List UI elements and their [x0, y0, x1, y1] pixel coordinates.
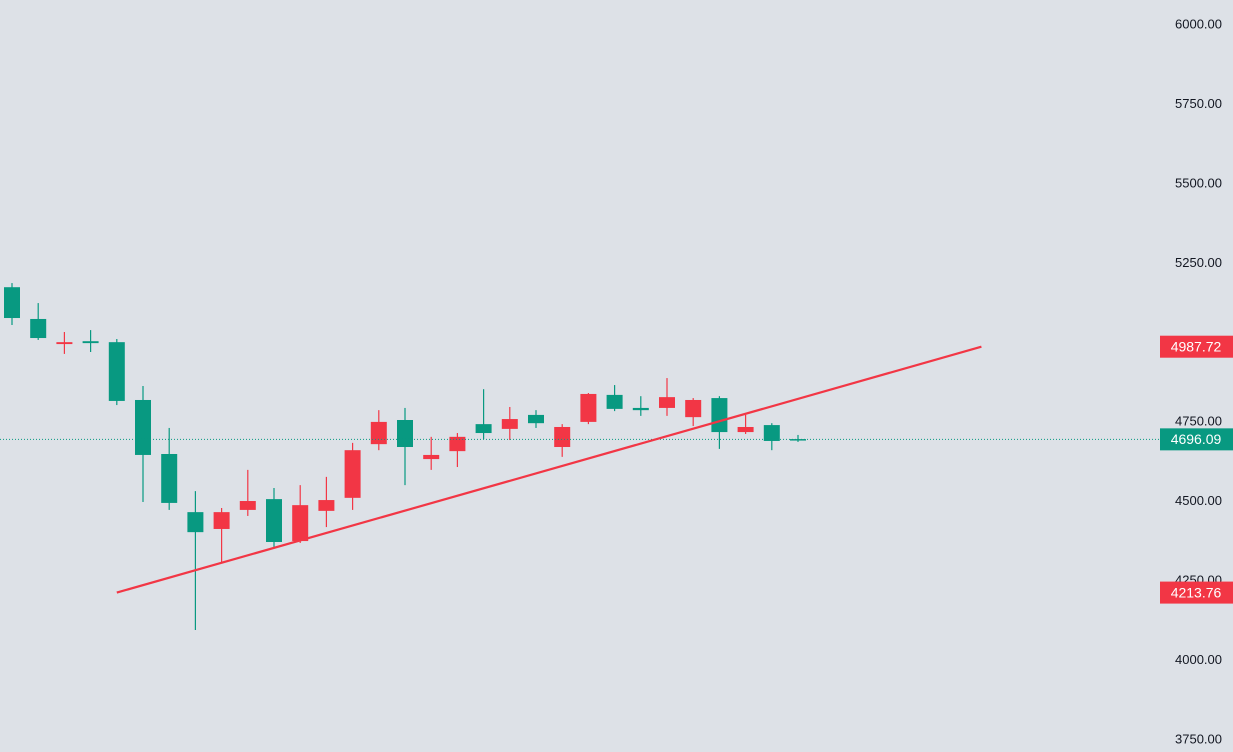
candle-body [108, 342, 125, 401]
y-tick-label: 6000.00 [1175, 17, 1222, 32]
candle-body [659, 397, 675, 408]
y-tick-label: 3750.00 [1175, 731, 1222, 746]
candle-body [449, 436, 466, 452]
candle-body [56, 342, 73, 345]
candle-body [554, 426, 571, 448]
trend-price-label: 4213.76 [1171, 584, 1222, 600]
candle-body [266, 499, 282, 542]
candle-body [606, 394, 623, 409]
trend-price-box [1160, 581, 1233, 604]
candle-body [213, 512, 230, 529]
candle-body [685, 399, 702, 418]
last-price-label: 4696.09 [1171, 431, 1222, 447]
trend-price-box [1160, 335, 1233, 358]
y-tick-label: 4000.00 [1175, 652, 1222, 667]
candle-body [737, 426, 754, 433]
trend-line [116, 345, 982, 594]
candle-body [763, 425, 780, 441]
y-tick-label: 5750.00 [1175, 96, 1222, 111]
candle-body [292, 505, 309, 542]
candle-body [239, 501, 256, 510]
candle-body [135, 399, 151, 455]
y-tick-label: 4750.00 [1175, 414, 1222, 429]
candle-body [632, 407, 649, 411]
candle-body [501, 419, 518, 429]
candle-body [161, 453, 178, 503]
candle-body [580, 393, 597, 422]
candle-body [318, 500, 335, 511]
trend-price-label: 4987.72 [1171, 338, 1222, 354]
candle-body [397, 420, 413, 448]
last-price-box [1160, 428, 1233, 451]
y-tick-label: 4500.00 [1175, 493, 1222, 508]
candle-body [344, 450, 361, 498]
y-tick-label: 5250.00 [1175, 255, 1222, 270]
candle-body [30, 318, 47, 339]
candle-body [370, 421, 387, 445]
candle-body [711, 398, 728, 433]
candle-body [187, 512, 204, 533]
candle-body [528, 414, 544, 424]
candle-body [475, 424, 492, 434]
candle-body [82, 341, 99, 344]
y-tick-label: 5500.00 [1175, 175, 1222, 190]
candle-body [4, 287, 20, 319]
candle-body [423, 454, 440, 460]
